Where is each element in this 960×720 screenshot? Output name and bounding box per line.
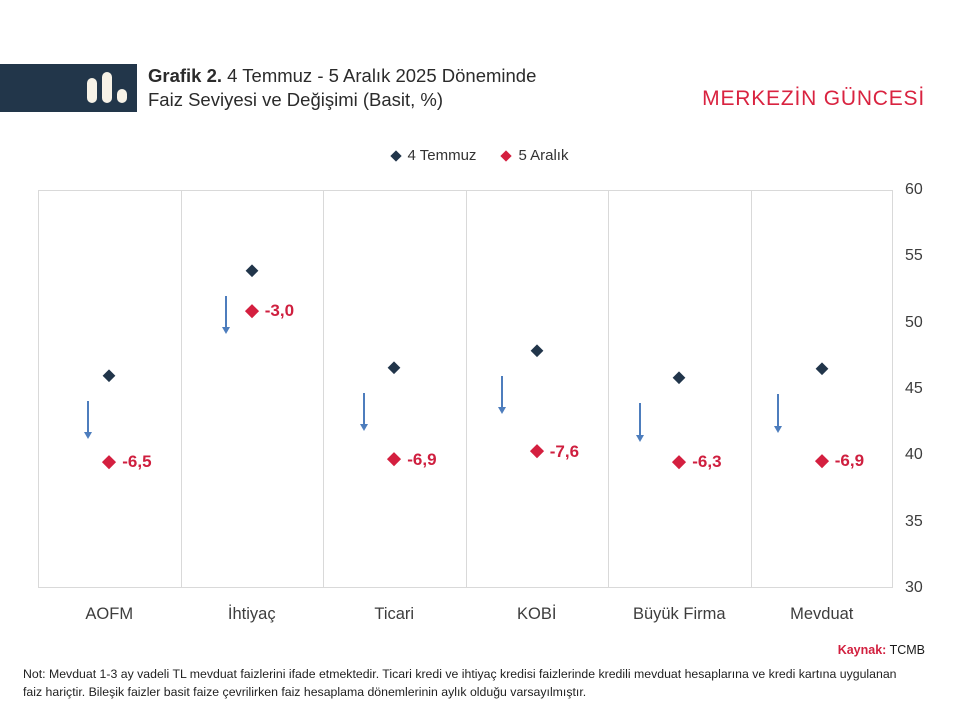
- bar-chart-icon: [117, 89, 127, 103]
- bar-chart-icon: [102, 72, 112, 103]
- grid-divider: [465, 190, 467, 588]
- y-axis-tick-label: 55: [905, 247, 923, 265]
- footnote-line2: faiz hariçtir. Bileşik faizler basit fai…: [23, 684, 587, 699]
- y-axis-tick-label: 40: [905, 446, 923, 464]
- down-arrow-icon: [773, 425, 782, 433]
- grid-divider: [180, 190, 182, 588]
- x-axis-category-label: Büyük Firma: [632, 605, 726, 623]
- chart-title-rest: 4 Temmuz - 5 Aralık 2025 Döneminde: [222, 65, 537, 86]
- down-arrow-icon: [83, 432, 92, 440]
- down-arrow-icon: [639, 403, 642, 436]
- legend-label: 4 Temmuz: [407, 147, 477, 164]
- grid-divider: [323, 190, 324, 588]
- down-arrow-icon: [225, 295, 228, 328]
- source-label: Kaynak:: [837, 643, 887, 657]
- legend-item-5-aralik: 5 Aralık: [500, 147, 569, 164]
- change-label: -6,3: [692, 452, 722, 472]
- chart-title: Grafik 2. 4 Temmuz - 5 Aralık 2025 Dönem…: [148, 64, 536, 112]
- down-arrow-icon: [359, 424, 368, 432]
- y-axis-tick-label: 35: [905, 512, 923, 530]
- change-label: -6,5: [122, 452, 152, 472]
- y-axis-tick-label: 45: [905, 380, 923, 397]
- down-arrow-icon: [87, 400, 90, 433]
- down-arrow-icon: [635, 434, 644, 442]
- down-arrow-icon: [363, 392, 366, 425]
- x-axis-category-label: AOFM: [85, 605, 134, 623]
- down-arrow-icon: [501, 375, 504, 408]
- bar-chart-icon: [87, 78, 97, 103]
- footnote: Not: Mevduat 1-3 ay vadeli TL mevduat fa…: [23, 666, 943, 701]
- footnote-line1: Not: Mevduat 1-3 ay vadeli TL mevduat fa…: [23, 667, 897, 681]
- down-arrow-icon: [777, 394, 780, 427]
- source-value: TCMB: [886, 643, 925, 657]
- x-axis-category-label: İhtiyaç: [227, 605, 276, 623]
- merkezin-guncesi-wordmark: MERKEZİN GÜNCESİ: [702, 87, 925, 110]
- x-axis-category-label: Ticari: [374, 605, 415, 623]
- legend-item-4-temmuz: 4 Temmuz: [389, 147, 477, 164]
- down-arrow-icon: [497, 407, 506, 415]
- chart-title-line2: Faiz Seviyesi ve Değişimi (Basit, %): [148, 89, 444, 110]
- x-axis-category-label: KOBİ: [517, 605, 557, 623]
- brand-logo: [0, 64, 137, 112]
- chart-title-line1: Grafik 2. 4 Temmuz - 5 Aralık 2025 Dönem…: [148, 64, 536, 88]
- y-axis-tick-label: 50: [905, 313, 923, 331]
- change-label: -3,0: [264, 301, 295, 321]
- source-line: Kaynak: TCMB: [838, 643, 925, 657]
- legend-label: 5 Aralık: [518, 147, 569, 164]
- change-label: -6,9: [407, 449, 437, 469]
- diamond-icon: [500, 149, 513, 162]
- diamond-icon: [389, 149, 402, 162]
- chart-legend: 4 Temmuz 5 Aralık: [0, 147, 960, 164]
- change-label: -6,9: [834, 451, 865, 471]
- y-axis-tick-label: 30: [905, 579, 923, 596]
- grid-divider: [750, 190, 752, 588]
- y-axis-tick-label: 60: [905, 181, 923, 198]
- grid-divider: [608, 190, 609, 588]
- chart-title-prefix: Grafik 2.: [148, 65, 223, 86]
- change-label: -7,6: [549, 441, 580, 461]
- x-axis-category-label: Mevduat: [790, 605, 854, 623]
- down-arrow-icon: [221, 327, 230, 335]
